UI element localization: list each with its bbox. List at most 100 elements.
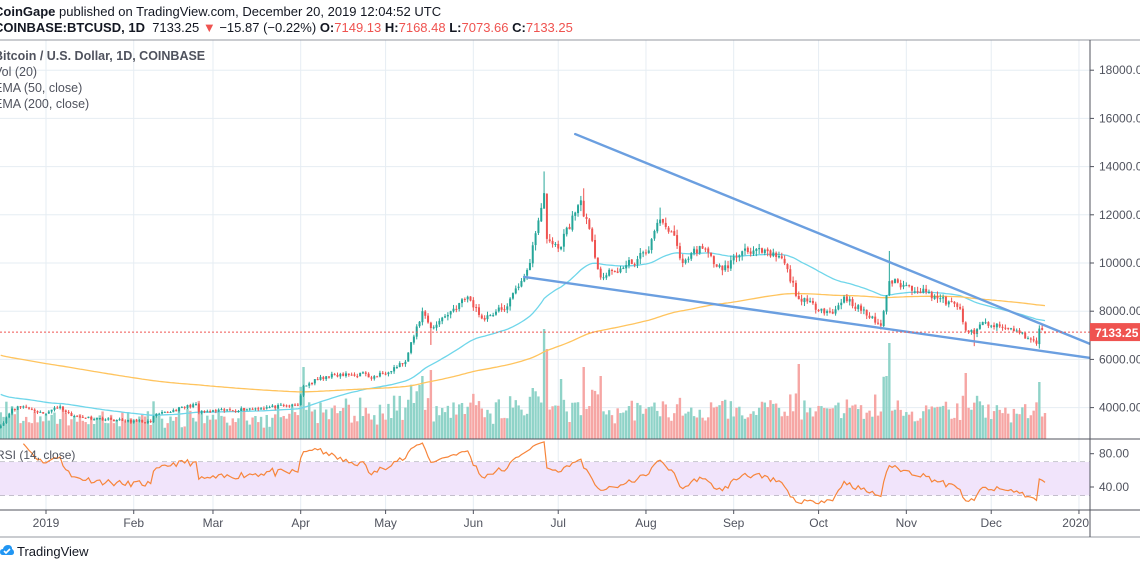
candle-body: [16, 406, 19, 410]
volume-bar: [593, 390, 597, 439]
candle-body: [305, 385, 308, 387]
volume-bar: [675, 404, 679, 439]
candle-body: [1012, 328, 1015, 332]
volume-bar: [124, 422, 127, 439]
candle-body: [248, 408, 251, 410]
candle-body: [817, 309, 820, 311]
candle-body: [531, 245, 534, 264]
volume-bar: [339, 410, 342, 439]
volume-bar: [879, 411, 883, 439]
symbol: COINBASE:BTCUSD, 1D: [0, 20, 145, 35]
candle-body: [517, 286, 520, 288]
time-tick-label: Jun: [464, 516, 483, 530]
volume-bar: [729, 401, 733, 439]
legend-volume[interactable]: Vol (20): [0, 65, 38, 79]
volume-bar: [41, 421, 45, 439]
candle-body: [1024, 332, 1027, 339]
volume-bar: [1032, 410, 1035, 439]
volume-bar: [984, 417, 987, 439]
candle-body: [633, 264, 636, 266]
rsi-legend[interactable]: RSI (14, close): [0, 448, 76, 462]
candle-body: [271, 405, 274, 407]
rsi-band: [0, 462, 1090, 496]
candle-body: [178, 407, 181, 411]
candle-body: [211, 410, 214, 412]
volume-bar: [557, 405, 560, 439]
candle-body: [727, 265, 730, 269]
volume-bar: [947, 409, 950, 439]
candle-body: [676, 235, 679, 246]
candle-body: [882, 311, 885, 327]
volume-bar: [441, 407, 444, 439]
volume-bar: [701, 417, 704, 439]
volume-bar: [174, 416, 178, 439]
price-change: −15.87 (−0.22%): [219, 20, 317, 35]
publisher-name[interactable]: CoinGape: [0, 4, 56, 19]
candle-body: [877, 322, 880, 324]
volume-bar: [333, 405, 336, 439]
volume-bar: [854, 404, 857, 439]
candle-body: [53, 407, 56, 410]
candle-body: [625, 265, 628, 269]
legend-series[interactable]: Bitcoin / U.S. Dollar, 1D, COINBASE: [0, 49, 206, 63]
volume-bar: [582, 367, 585, 439]
volume-bar: [571, 402, 574, 439]
volume-bar: [704, 420, 707, 439]
volume-bar: [740, 415, 744, 439]
volume-bar: [324, 409, 328, 439]
volume-bar: [842, 413, 846, 439]
candle-body: [149, 420, 152, 423]
candle-body: [70, 413, 73, 417]
volume-bar: [172, 420, 175, 439]
candle-body: [715, 264, 718, 267]
candle-body: [919, 291, 922, 294]
candle-body: [630, 259, 633, 264]
candle-body: [384, 373, 387, 375]
candle-body: [152, 416, 155, 423]
candle-body: [325, 376, 328, 380]
candle-body: [192, 404, 195, 408]
candle-body: [574, 212, 577, 216]
candle-body: [710, 252, 713, 256]
candle-body: [828, 311, 831, 313]
volume-bar: [565, 411, 568, 439]
tradingview-brand[interactable]: TradingView: [17, 544, 89, 559]
candle-body: [404, 361, 407, 365]
volume-bar: [200, 411, 203, 439]
volume-bar: [282, 415, 285, 439]
volume-bar: [656, 410, 659, 439]
volume-bar: [828, 408, 832, 439]
volume-bar: [616, 408, 619, 439]
volume-bar: [455, 414, 458, 439]
volume-bar: [299, 386, 302, 439]
volume-bar: [347, 404, 351, 439]
volume-bar: [885, 376, 888, 439]
volume-bar: [392, 395, 396, 439]
volume-bar: [559, 379, 563, 439]
candle-body: [981, 322, 984, 326]
candle-body: [291, 404, 294, 407]
legend-ema50[interactable]: EMA (50, close): [0, 81, 83, 95]
candle-body: [243, 408, 246, 411]
legend-ema200[interactable]: EMA (200, close): [0, 97, 90, 111]
candle-body: [803, 298, 806, 303]
volume-bar: [257, 422, 260, 439]
volume-bar: [274, 414, 277, 439]
volume-bar: [939, 406, 942, 439]
candle-body: [33, 409, 36, 412]
volume-bar: [387, 403, 390, 439]
volume-bar: [160, 418, 164, 439]
volume-bar: [375, 424, 379, 439]
candle-body: [480, 315, 483, 319]
candle-body: [107, 418, 110, 420]
volume-bar: [967, 407, 970, 439]
candle-body: [344, 373, 347, 377]
candle-body: [613, 271, 616, 273]
candle-body: [1010, 328, 1013, 330]
volume-bar: [950, 418, 953, 439]
candle-body: [1032, 339, 1035, 341]
volume-bar: [859, 405, 863, 439]
trendline-lower: [523, 275, 1092, 360]
volume-bar: [8, 416, 11, 439]
